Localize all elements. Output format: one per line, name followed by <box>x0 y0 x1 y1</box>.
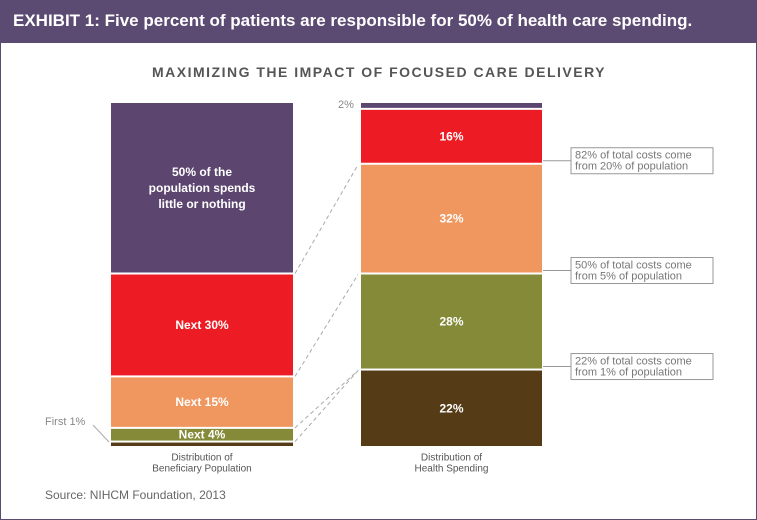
segment-label-first1-1-line: 22% <box>439 401 463 415</box>
chart-subtitle: MAXIMIZING THE IMPACT OF FOCUSED CARE DE… <box>152 64 606 80</box>
bar-segment-bottom50-population <box>111 103 293 273</box>
source-note: Source: NIHCM Foundation, 2013 <box>45 488 226 502</box>
segment-label-next4-0: Next 4% <box>179 428 226 442</box>
segment-label-bottom50-0: 50% of the population spends little or not… <box>149 165 256 211</box>
bar-segment-next15-population <box>111 377 293 427</box>
bar-segment-next15-spending <box>361 164 542 273</box>
chart-area: MAXIMIZING THE IMPACT OF FOCUSED CARE DE… <box>45 64 714 475</box>
connectors-group <box>294 164 359 442</box>
bar-segment-next30-spending <box>361 109 542 163</box>
segment-label-next30-1: 16% <box>439 129 463 143</box>
bar-segment-first1-spending <box>361 370 542 446</box>
x-axis-category-label: Distribution of Health Spending <box>415 453 489 475</box>
callout-text: 50% of total costs come from 5% of popula… <box>575 260 692 283</box>
callout-text-line: 50% of total costs come <box>575 260 692 272</box>
segment-label-next30-1-line: 16% <box>439 129 463 143</box>
x-axis-category-label-line: Health Spending <box>415 464 489 475</box>
exhibit-header: EXHIBIT 1: Five percent of patients are … <box>1 1 756 43</box>
segment-label-bottom50-0-line: 50% of the <box>172 165 232 179</box>
connector-line <box>294 274 359 377</box>
segment-label-bottom50-0-line: population spends <box>149 181 256 195</box>
segment-label-next15-0-line: Next 15% <box>175 395 229 409</box>
segment-label-bottom50-0-line: little or nothing <box>158 197 245 211</box>
callout-text-line: 82% of total costs come <box>575 150 692 162</box>
callout-text-line: from 1% of population <box>575 367 682 379</box>
segment-label-next15-1-line: 32% <box>439 212 463 226</box>
callout-text-line: from 5% of population <box>575 271 682 283</box>
bars-group <box>111 103 542 446</box>
callout-text-line: 22% of total costs come <box>575 356 692 368</box>
callout-text-line: from 20% of population <box>575 161 688 173</box>
bar-segment-next4-population <box>111 428 293 441</box>
callout-text: 82% of total costs come from 20% of popul… <box>575 150 692 173</box>
first-1-percent-leader <box>92 424 110 443</box>
segment-label-first1-1: 22% <box>439 401 463 415</box>
segment-label-next15-1: 32% <box>439 212 463 226</box>
x-axis-category-label-line: Beneficiary Population <box>152 464 252 475</box>
segment-label-next4-1-line: 28% <box>439 315 463 329</box>
callout-text: 22% of total costs come from 1% of popula… <box>575 356 692 379</box>
connector-line <box>294 164 359 274</box>
first-1-percent-label: First 1% <box>45 416 86 428</box>
bar-segment-next4-spending <box>361 274 542 369</box>
exhibit-title: EXHIBIT 1: Five percent of patients are … <box>13 11 693 30</box>
bar-segment-bottom50-spending <box>361 103 542 108</box>
connector-line <box>294 370 359 442</box>
labels-group: Next 4% Next 15% Next 30% 50% of the populat… <box>45 99 714 475</box>
x-axis-category-label: Distribution of Beneficiary Population <box>152 453 252 475</box>
two-percent-label: 2% <box>338 99 354 111</box>
connector-line <box>294 370 359 429</box>
x-axis-category-label-line: Distribution of <box>421 453 482 464</box>
callout-box <box>570 257 714 284</box>
bar-segment-next30-population <box>111 274 293 376</box>
segment-label-next15-0: Next 15% <box>175 395 229 409</box>
segment-label-next30-0: Next 30% <box>175 318 229 332</box>
callout-box <box>570 147 714 175</box>
callout-box <box>570 353 714 381</box>
bar-segment-first1-population <box>111 442 293 446</box>
segment-label-next4-0-line: Next 4% <box>179 428 226 442</box>
x-axis-category-label-line: Distribution of <box>171 453 232 464</box>
segment-label-next30-0-line: Next 30% <box>175 318 229 332</box>
segment-label-next4-1: 28% <box>439 315 463 329</box>
